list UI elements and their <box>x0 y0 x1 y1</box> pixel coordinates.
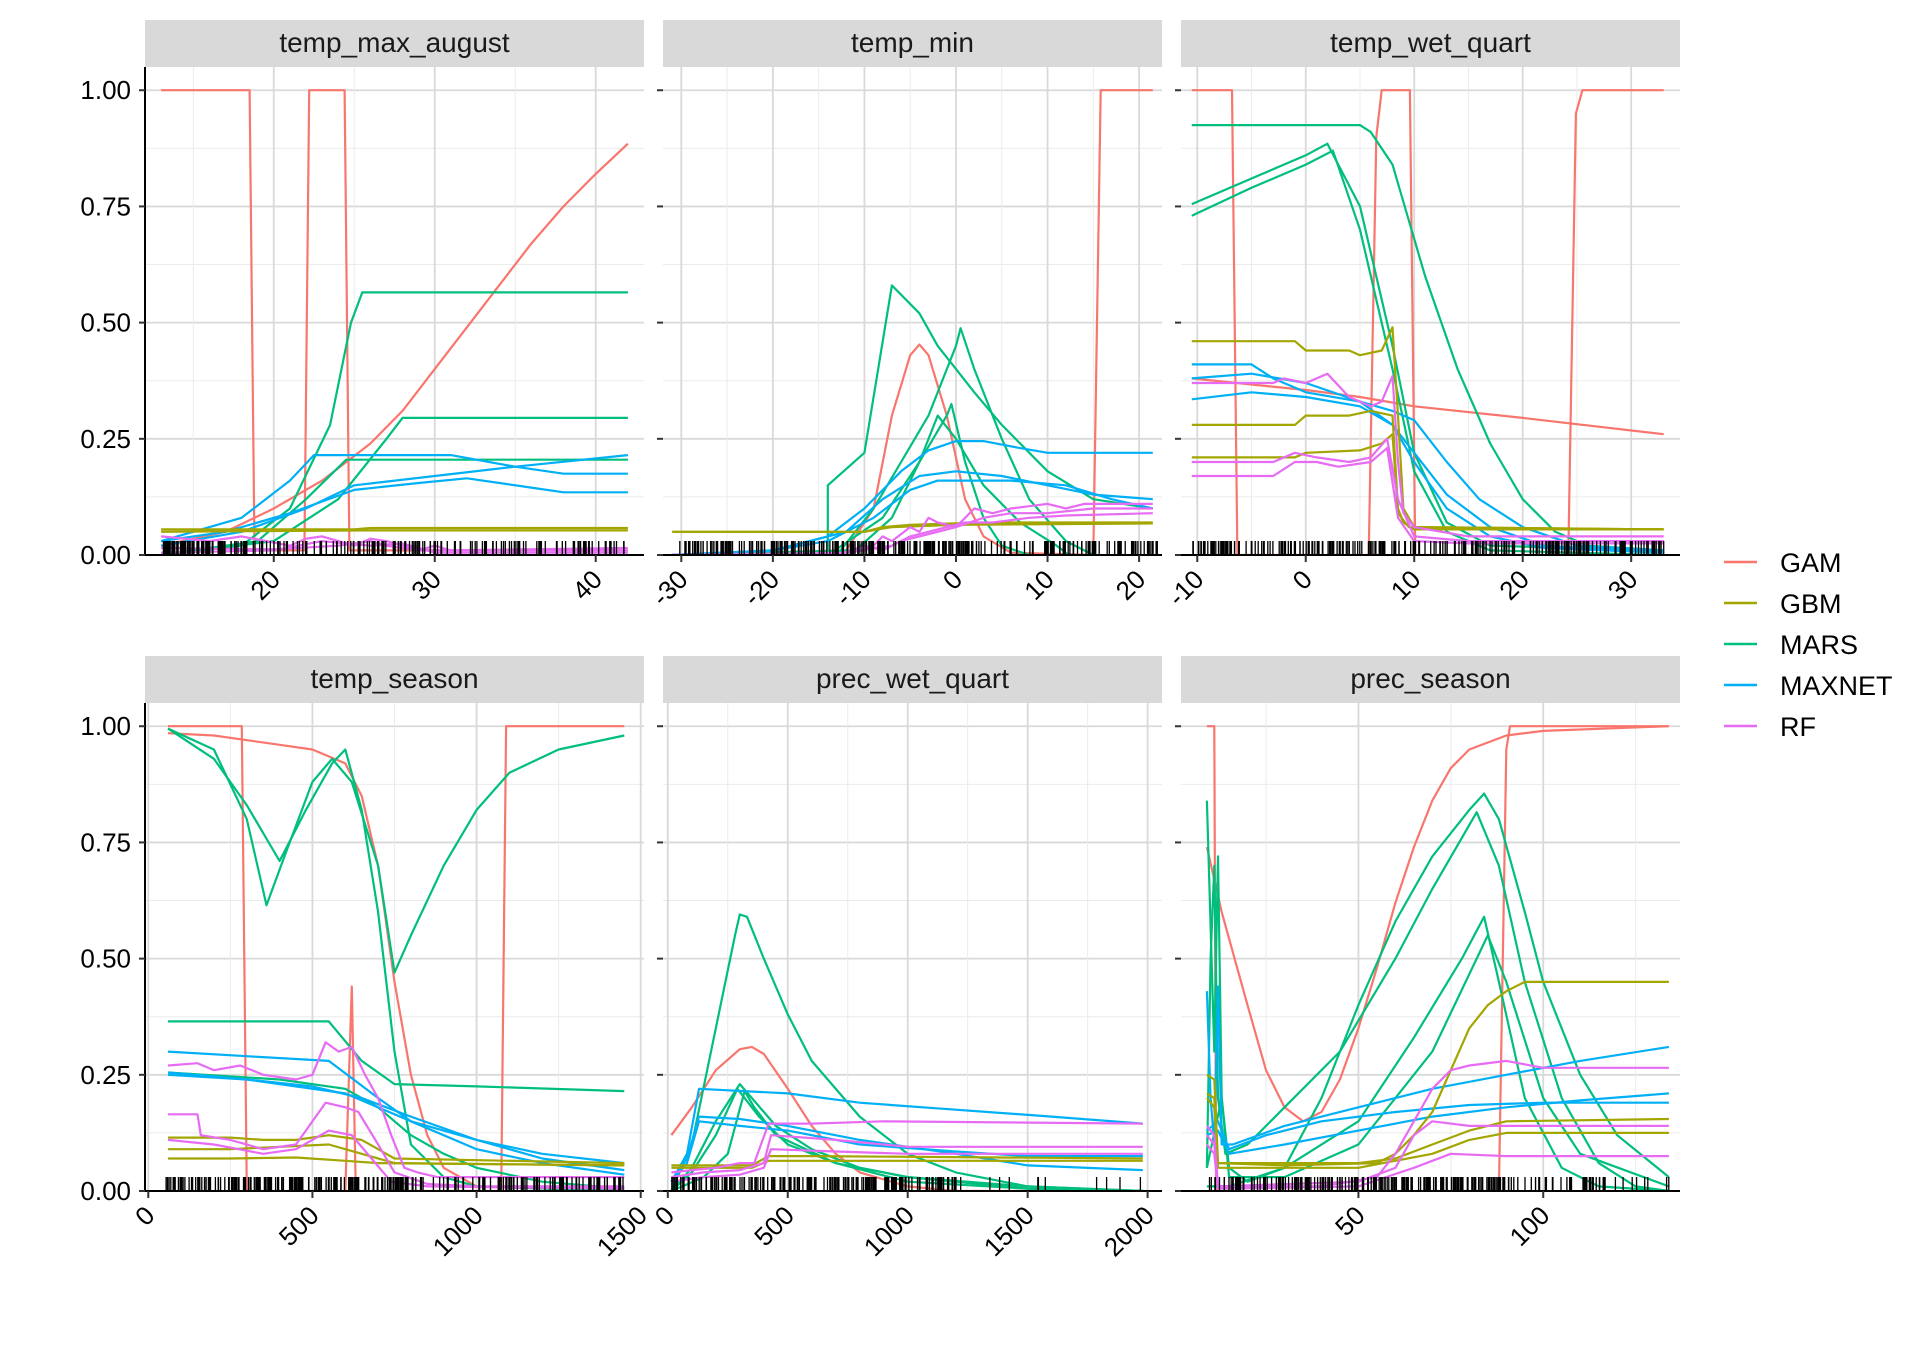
panel-title: temp_min <box>851 27 974 58</box>
series-line-rf <box>1191 372 1664 538</box>
series-line-rf <box>167 1129 625 1190</box>
series-line-rf <box>1191 437 1664 543</box>
series-line-gam <box>670 1045 1143 1191</box>
series-line-gam <box>161 89 628 552</box>
series-line-mars <box>670 913 1143 1191</box>
series-line-maxnet <box>670 1087 1143 1183</box>
y-tick-label: 0.00 <box>80 540 131 570</box>
panel-title: temp_wet_quart <box>1330 27 1531 58</box>
series-line-maxnet <box>1191 372 1664 554</box>
series-line-gbm <box>1191 326 1664 531</box>
panel-strip <box>663 656 1162 703</box>
series-line-maxnet <box>672 479 1154 555</box>
y-tick-label: 0.25 <box>80 1060 131 1090</box>
legend-label-gbm: GBM <box>1780 589 1842 619</box>
series-line-maxnet <box>160 454 628 543</box>
series-line-mars <box>672 402 1030 555</box>
panel-strip <box>1181 656 1680 703</box>
y-tick-label: 0.75 <box>80 827 131 857</box>
y-tick-label: 1.00 <box>80 75 131 105</box>
y-tick-label: 0.00 <box>80 1176 131 1206</box>
panel-temp_wet_quart: temp_wet_quart-10 0 10 20 30 <box>1162 20 1680 612</box>
series-line-maxnet <box>160 477 628 543</box>
panel-series <box>167 725 625 1191</box>
series-line-gam <box>1206 725 1669 1191</box>
series-line-rf <box>671 1134 1143 1179</box>
rug-marks <box>1208 1177 1670 1190</box>
panel-strip <box>145 20 644 67</box>
y-tick-label: 1.00 <box>80 711 131 741</box>
series-line-gam <box>1191 89 1664 555</box>
panel-title: temp_max_august <box>279 27 510 58</box>
series-line-rf <box>1191 447 1664 545</box>
y-tick-label: 0.50 <box>80 944 131 974</box>
panel-strip <box>145 656 644 703</box>
series-line-gam <box>1191 377 1664 436</box>
panel-series <box>670 913 1143 1191</box>
series-line-gam <box>168 725 625 1191</box>
y-tick-label: 0.25 <box>80 424 131 454</box>
rug-marks <box>165 1177 624 1190</box>
series-line-rf <box>1206 1143 1669 1190</box>
series-line-gam <box>1205 725 1669 1123</box>
rug-marks <box>671 1177 1142 1190</box>
legend-label-maxnet: MAXNET <box>1780 671 1893 701</box>
legend-label-gam: GAM <box>1780 548 1842 578</box>
series-line-gbm <box>161 529 628 533</box>
series-line-gbm <box>671 1159 1143 1169</box>
y-tick-label: 0.75 <box>80 191 131 221</box>
panel-series <box>1191 89 1664 555</box>
series-line-gbm <box>161 526 628 531</box>
series-line-gbm <box>168 1134 625 1165</box>
series-line-gbm <box>672 522 1153 533</box>
legend-label-mars: MARS <box>1780 630 1858 660</box>
series-line-rf <box>671 1120 1143 1174</box>
panel-series <box>1205 725 1670 1191</box>
panel-series <box>672 89 1154 555</box>
series-line-mars <box>167 727 625 1191</box>
series-line-rf <box>671 1148 1143 1183</box>
y-tick-label: 0.50 <box>80 308 131 338</box>
panel-title: temp_season <box>310 663 478 694</box>
series-line-maxnet <box>1206 1101 1669 1151</box>
series-line-maxnet <box>672 470 1153 555</box>
rug-marks <box>162 541 625 554</box>
rug-marks <box>1192 541 1665 554</box>
series-line-rf <box>167 1041 625 1179</box>
panel-title: prec_wet_quart <box>816 663 1009 694</box>
series-line-mars <box>672 284 1153 555</box>
series-line-mars <box>1206 915 1669 1191</box>
legend: GAM GBM MARS MAXNET RF <box>1724 548 1893 742</box>
rug-marks <box>679 541 1158 554</box>
panel-strip <box>1181 20 1680 67</box>
series-line-gbm <box>168 1156 625 1167</box>
series-line-maxnet <box>167 1071 625 1165</box>
series-line-mars <box>1191 142 1664 552</box>
panel-title: prec_season <box>1350 663 1510 694</box>
series-line-maxnet <box>1206 1092 1669 1155</box>
panel-strip <box>663 20 1162 67</box>
series-line-gam <box>160 142 629 547</box>
series-line-gbm <box>1206 1097 1669 1169</box>
legend-label-rf: RF <box>1780 712 1816 742</box>
series-line-mars <box>168 1020 625 1093</box>
